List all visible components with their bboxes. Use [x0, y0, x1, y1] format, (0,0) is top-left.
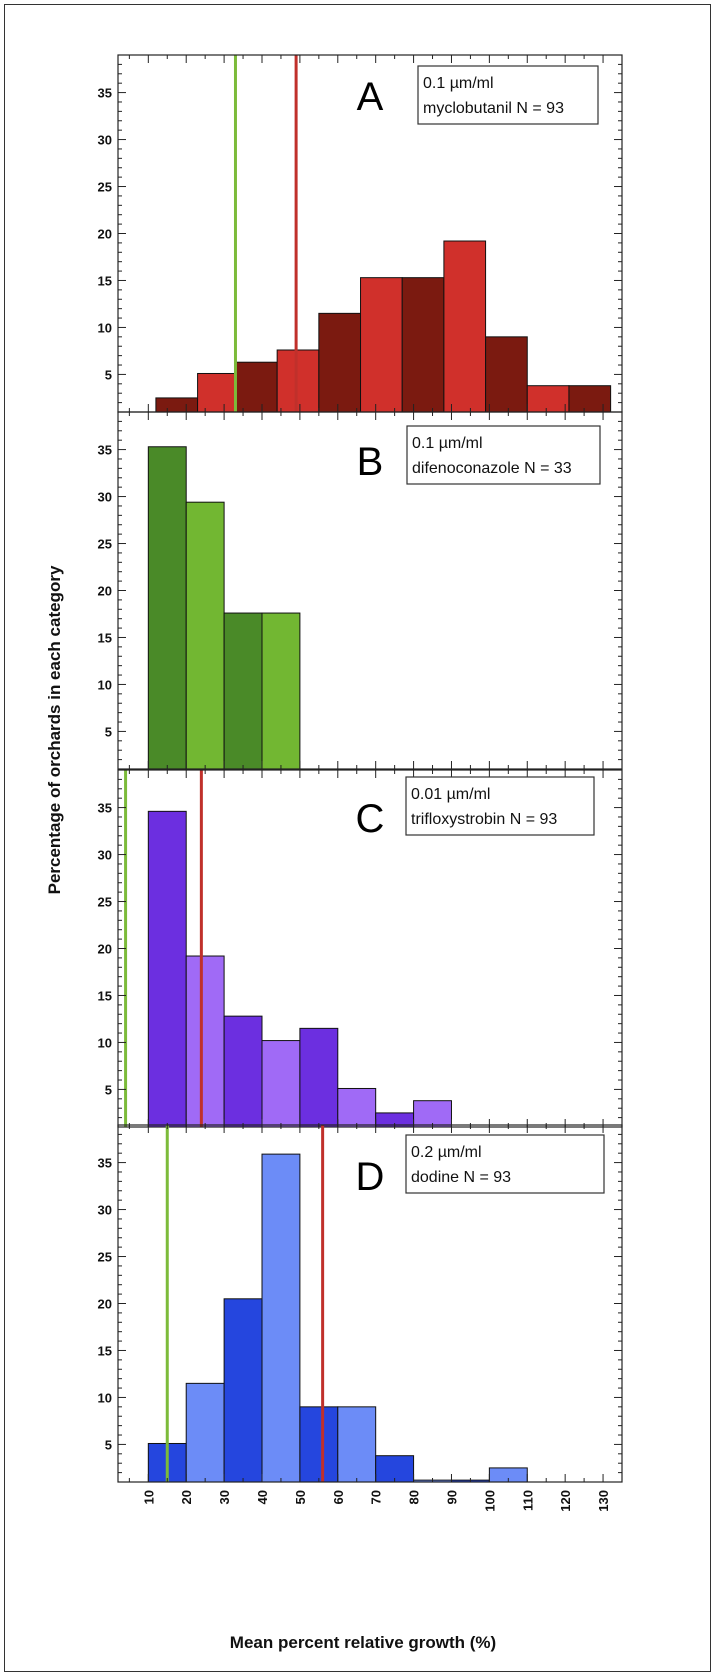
- y-tick-label: 25: [98, 1250, 112, 1265]
- bar: [185, 1382, 225, 1483]
- x-tick-label: 130: [596, 1490, 611, 1512]
- y-tick-label: 5: [105, 1082, 112, 1097]
- legend-box: [405, 1134, 605, 1194]
- bar: [155, 397, 199, 413]
- x-tick-label: 90: [444, 1490, 459, 1504]
- panel-a: 5 10 15 20 25 30 35 A 0.1 µm/ml myclobutanil N = …: [98, 54, 623, 413]
- bar: [185, 955, 225, 1128]
- x-tick-label: 30: [217, 1490, 232, 1504]
- y-tick-label: 25: [98, 895, 112, 910]
- legend-concentration: 0.1 µm/ml: [423, 75, 494, 92]
- figure-frame: [4, 4, 711, 1672]
- x-tick-label: 60: [331, 1490, 346, 1504]
- legend-fungicide: trifloxystrobin N = 93: [411, 811, 557, 828]
- x-tick-label: 50: [293, 1490, 308, 1504]
- bar: [147, 446, 187, 770]
- legend-concentration: 0.1 µm/ml: [412, 435, 483, 452]
- y-tick-label: 30: [98, 848, 112, 863]
- bar: [147, 810, 187, 1128]
- x-tick-label: 80: [407, 1490, 422, 1504]
- y-tick-label: 20: [98, 584, 112, 599]
- panel-d: 5 10 15 20 25 30 35 D 0.2 µm/ml dodine N = 93: [98, 1124, 623, 1483]
- y-tick-label: 10: [98, 320, 112, 335]
- bar: [443, 240, 487, 413]
- bar: [401, 277, 445, 413]
- legend-box: [405, 776, 595, 836]
- y-tick-label: 35: [98, 86, 112, 101]
- panel-letter: B: [357, 440, 384, 484]
- bar: [261, 1153, 301, 1483]
- y-tick-label: 20: [98, 1297, 112, 1312]
- panel-letter: D: [356, 1155, 385, 1199]
- x-tick-label: 40: [255, 1490, 270, 1504]
- x-tick-label: 120: [558, 1490, 573, 1512]
- y-tick-label: 15: [98, 630, 112, 645]
- bar: [318, 312, 362, 413]
- legend-box: [417, 65, 599, 125]
- bar: [568, 385, 612, 413]
- y-tick-label: 20: [98, 227, 112, 242]
- x-tick-label: 110: [520, 1490, 535, 1511]
- y-tick-label: 20: [98, 942, 112, 957]
- bar: [261, 612, 301, 770]
- y-tick-label: 25: [98, 537, 112, 552]
- legend-concentration: 0.01 µm/ml: [411, 786, 490, 803]
- x-axis-title: Mean percent relative growth (%): [230, 1633, 496, 1652]
- bar: [360, 277, 403, 413]
- bar: [223, 1298, 263, 1483]
- bar: [485, 336, 528, 413]
- y-tick-label: 15: [98, 273, 112, 288]
- legend-concentration: 0.2 µm/ml: [411, 1144, 482, 1161]
- legend-fungicide: myclobutanil N = 93: [423, 100, 564, 117]
- y-tick-label: 35: [98, 801, 112, 816]
- bar: [299, 1406, 339, 1483]
- bar: [337, 1087, 377, 1128]
- y-tick-label: 30: [98, 1203, 112, 1218]
- bar: [223, 1015, 263, 1128]
- y-tick-label: 10: [98, 1035, 112, 1050]
- bar: [375, 1455, 415, 1483]
- y-tick-label: 10: [98, 677, 112, 692]
- panel-c: 5 10 15 20 25 30 35 C 0.01 µm/ml trifloxystrobin …: [98, 769, 623, 1128]
- y-tick-label: 35: [98, 1156, 112, 1171]
- panel-b: 5 10 15 20 25 30 35 B 0.1 µm/ml difenoconazole N …: [98, 411, 623, 770]
- y-tick-label: 15: [98, 1343, 112, 1358]
- y-tick-label: 5: [105, 367, 112, 382]
- bar: [223, 612, 263, 770]
- x-tick-label: 20: [179, 1490, 194, 1504]
- bar: [526, 385, 570, 413]
- bar: [197, 372, 236, 413]
- x-tick-label: 100: [482, 1490, 497, 1512]
- bar: [276, 349, 320, 413]
- y-tick-label: 5: [105, 724, 112, 739]
- bar: [261, 1040, 301, 1128]
- bar: [299, 1027, 339, 1128]
- legend-fungicide: dodine N = 93: [411, 1169, 511, 1186]
- bar: [185, 501, 225, 770]
- legend-fungicide: difenoconazole N = 33: [412, 460, 572, 477]
- x-tick-label: 70: [369, 1490, 384, 1504]
- bar: [413, 1100, 452, 1128]
- legend-box: [406, 425, 601, 485]
- y-tick-label: 30: [98, 133, 112, 148]
- panel-letter: C: [356, 797, 385, 841]
- y-axis-title: Percentage of orchards in each category: [45, 565, 64, 894]
- panel-letter: A: [357, 75, 384, 119]
- bar: [234, 361, 278, 413]
- bar: [337, 1406, 377, 1483]
- y-tick-label: 35: [98, 443, 112, 458]
- y-tick-label: 5: [105, 1437, 112, 1452]
- x-tick-label: 10: [141, 1490, 156, 1504]
- y-tick-label: 30: [98, 490, 112, 505]
- y-tick-label: 25: [98, 180, 112, 195]
- y-tick-label: 15: [98, 988, 112, 1003]
- y-tick-label: 10: [98, 1390, 112, 1405]
